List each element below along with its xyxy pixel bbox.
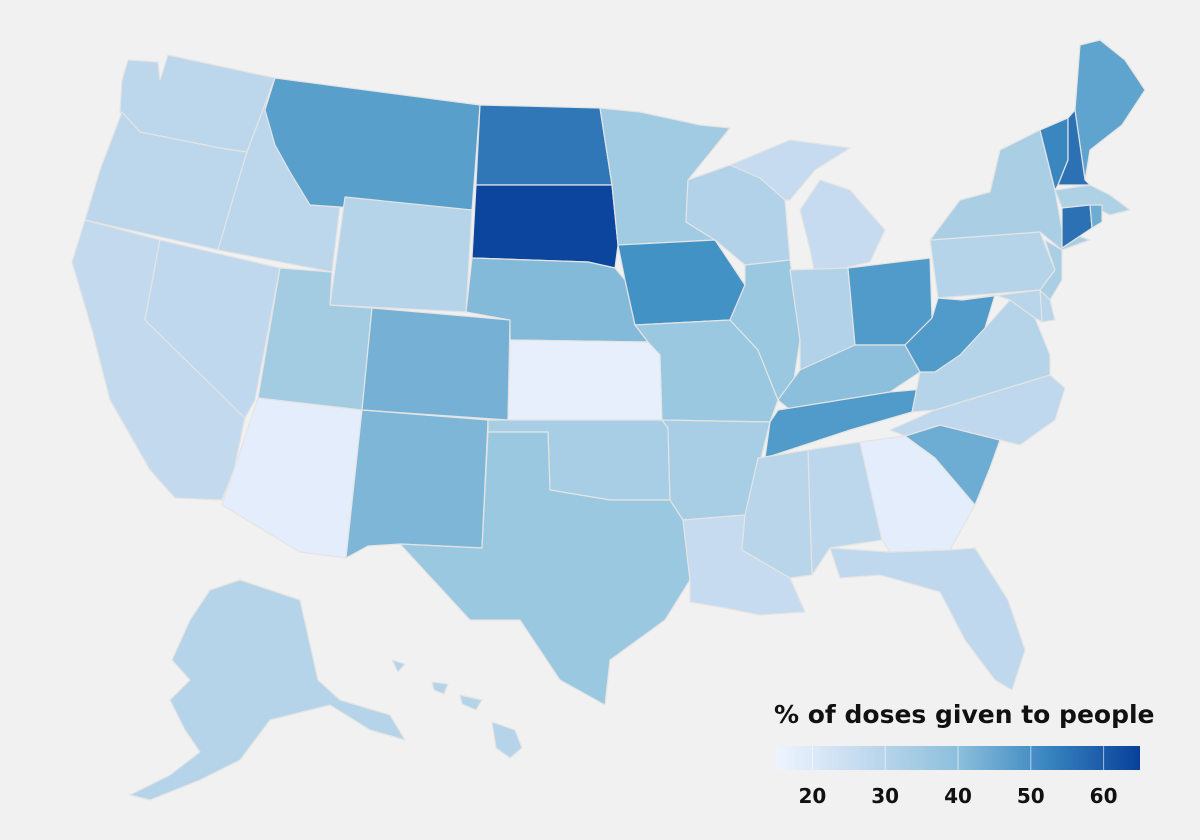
state-nm	[345, 409, 489, 559]
state-mi	[729, 139, 886, 276]
state-pa	[929, 231, 1056, 299]
state-md	[961, 289, 1043, 323]
state-me	[1074, 39, 1146, 181]
state-tn	[764, 387, 936, 459]
legend-tick-label: 50	[1016, 784, 1045, 808]
state-ri	[1089, 204, 1103, 229]
legend-tick-label: 40	[944, 784, 972, 808]
state-nv	[144, 239, 281, 419]
legend-color-ramp	[776, 746, 1140, 770]
state-ak	[129, 579, 406, 801]
legend-tick-label: 30	[871, 784, 900, 808]
state-al	[807, 441, 883, 576]
state-hi	[391, 659, 523, 759]
legend-title: % of doses given to people	[774, 700, 1155, 729]
state-ks	[507, 339, 663, 421]
state-wy	[329, 196, 473, 313]
legend-tick-label: 20	[798, 784, 827, 808]
state-ky	[777, 344, 921, 411]
state-wv	[904, 294, 996, 373]
state-nd	[475, 104, 613, 186]
state-tx	[399, 431, 691, 706]
state-fl	[829, 547, 1026, 691]
legend-tick-label: 60	[1089, 784, 1118, 808]
state-ia	[617, 239, 746, 326]
state-mt	[264, 77, 481, 211]
state-sd	[471, 184, 619, 269]
state-co	[361, 307, 511, 421]
